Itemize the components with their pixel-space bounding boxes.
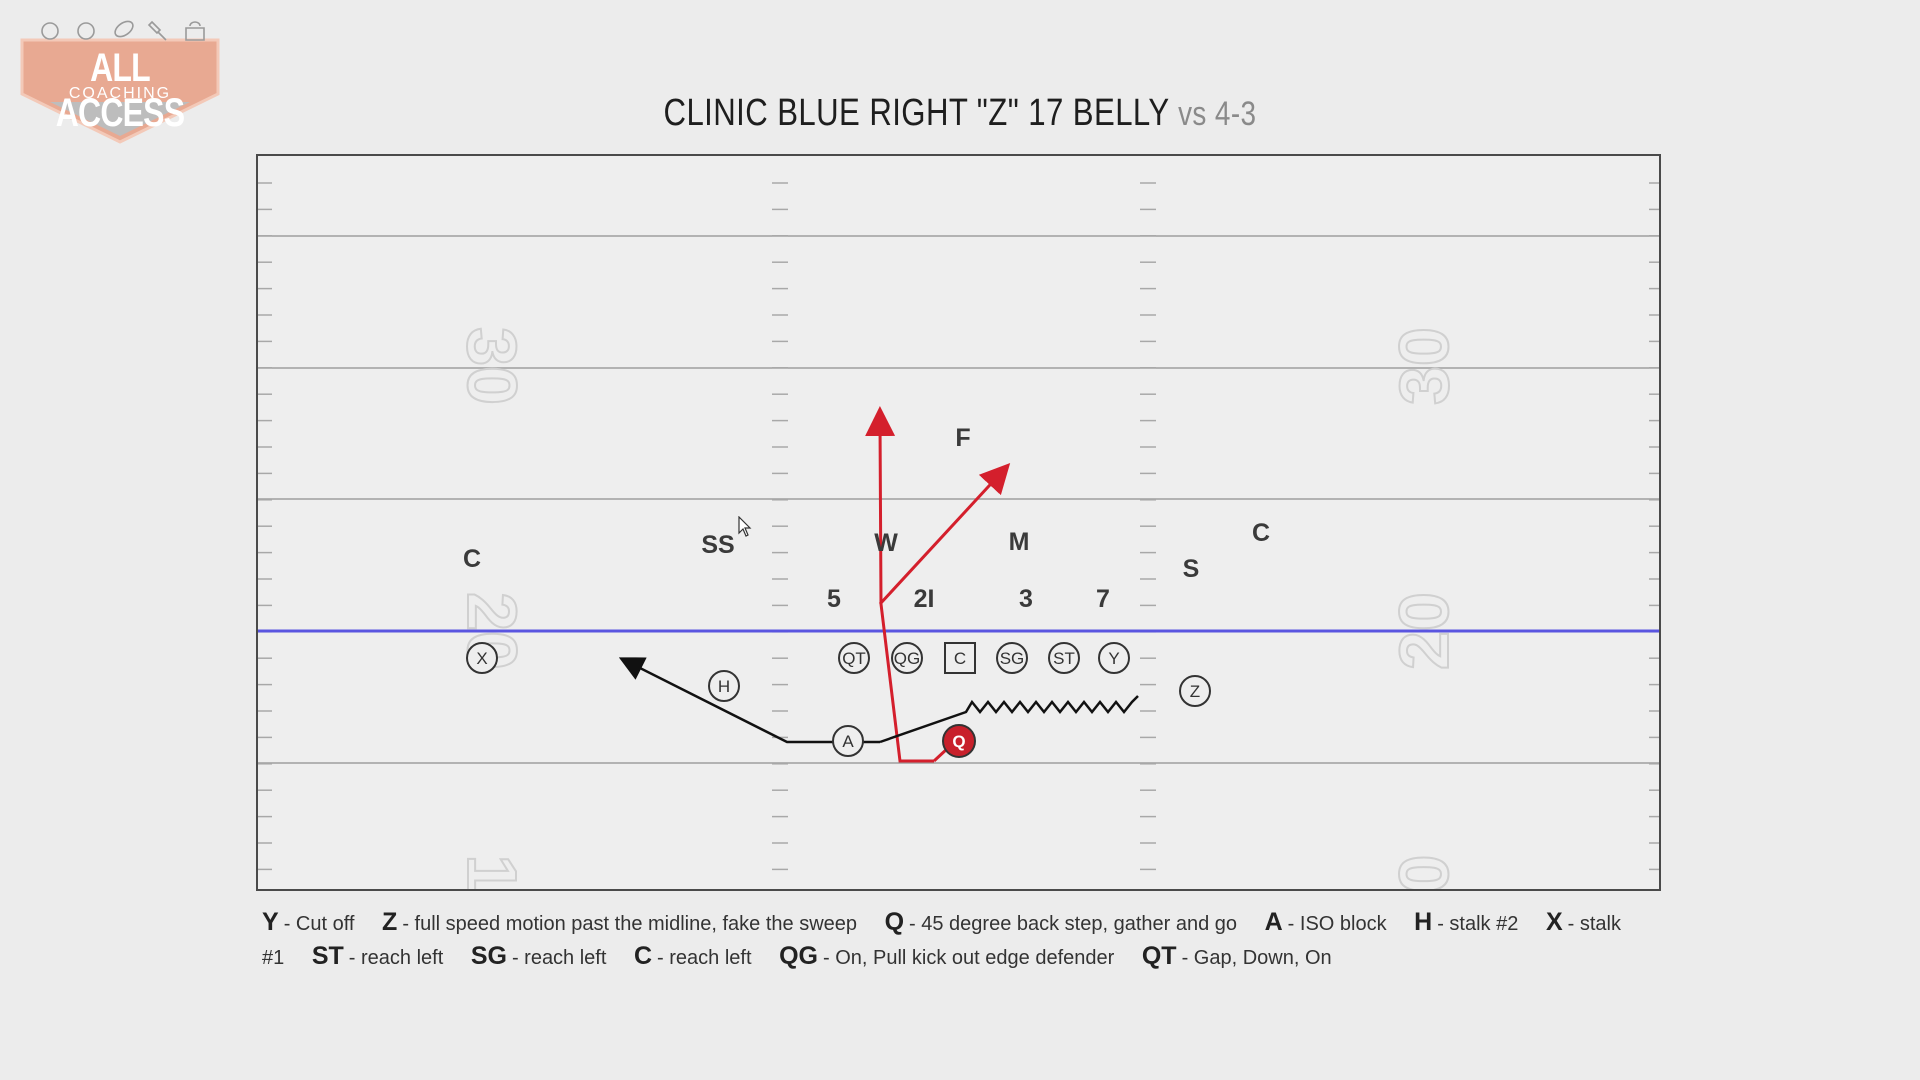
- svg-text:Z: Z: [1190, 682, 1200, 701]
- volleyball-icon: [77, 22, 95, 40]
- legend-entry-c: C- reach left: [633, 942, 752, 970]
- legend-entry-qt: QT - Gap, Down, On: [1141, 942, 1332, 970]
- def-c-left: C: [463, 545, 481, 573]
- def-7: 7: [1096, 585, 1110, 613]
- football-field: 30 20 1 30 20 0 C SS W F M C S 5: [256, 154, 1661, 891]
- defense-players: C SS W F M C S 5 2I 3 7: [463, 424, 1270, 613]
- yard-number-left-bottom: 1: [453, 855, 531, 891]
- def-w: W: [874, 529, 898, 557]
- off-qt: QT: [838, 642, 870, 674]
- legend-entry-z: Z- full speed motion past the midline, f…: [382, 908, 858, 936]
- black-routes: [618, 657, 1139, 744]
- logo-sport-icons: [41, 20, 205, 41]
- hash-marks: [258, 182, 1659, 871]
- legend-entry-st: ST - reach left: [311, 942, 444, 970]
- f-route: [878, 462, 1011, 606]
- def-c-right: C: [1252, 519, 1270, 547]
- svg-text:C: C: [954, 649, 966, 668]
- svg-text:SG: SG: [1000, 649, 1025, 668]
- off-qg: QG: [891, 642, 923, 674]
- off-sg: SG: [996, 642, 1028, 674]
- legend-entry-h: H- stalk #2: [1414, 908, 1519, 936]
- lacrosse-icon: [147, 20, 167, 41]
- off-st: ST: [1048, 642, 1080, 674]
- play-defense-front: vs 4-3: [1178, 95, 1257, 133]
- def-5: 5: [827, 585, 841, 613]
- all-access-coaching-logo: ALL ACCESS COACHING: [20, 10, 220, 145]
- logo-subtitle: COACHING: [68, 85, 172, 102]
- yard-number-left-top: 30: [453, 327, 531, 405]
- def-ss: SS: [701, 531, 734, 559]
- svg-text:Y: Y: [1108, 649, 1119, 668]
- legend-entry-qg: QG - On, Pull kick out edge defender: [779, 942, 1115, 970]
- logo-title: ALL ACCESS: [55, 46, 185, 135]
- off-x: X: [466, 642, 498, 674]
- play-name: CLINIC BLUE RIGHT "Z" 17 BELLY: [663, 92, 1169, 134]
- legend-entry-a: A- ISO block: [1264, 908, 1387, 936]
- off-z: Z: [1179, 675, 1211, 707]
- def-s: S: [1183, 555, 1200, 583]
- off-q: Q: [942, 724, 976, 758]
- off-c: C: [944, 642, 976, 674]
- play-title: CLINIC BLUE RIGHT "Z" 17 BELLY vs 4-3: [173, 92, 1747, 135]
- svg-text:ST: ST: [1053, 649, 1075, 668]
- legend-entry-q: Q- 45 degree back step, gather and go: [884, 908, 1238, 936]
- off-h: H: [708, 670, 740, 702]
- offense-players: X H QT QG C SG ST Y Z A Q: [466, 642, 1211, 758]
- legend-entry-y: Y- Cut off: [262, 908, 355, 936]
- off-y: Y: [1098, 642, 1130, 674]
- off-a: A: [832, 725, 864, 757]
- svg-text:X: X: [476, 649, 487, 668]
- play-diagram: 30 20 1 30 20 0 C SS W F M C S 5: [258, 182, 1659, 891]
- def-2i: 2I: [914, 585, 935, 613]
- legend-entry-x: X- stalk #1: [262, 908, 1621, 969]
- logo-shield: [20, 38, 220, 144]
- svg-text:QG: QG: [894, 649, 920, 668]
- assignment-legend: Y- Cut off Z- full speed motion past the…: [262, 906, 1662, 974]
- q-route: [865, 406, 934, 763]
- kettlebell-icon: [185, 21, 205, 41]
- yard-numbers: 30 20 1 30 20 0: [452, 326, 1464, 891]
- svg-text:A: A: [842, 732, 854, 751]
- legend-entry-sg: SG - reach left: [470, 942, 607, 970]
- mouse-cursor-icon: [738, 516, 752, 537]
- baseball-icon: [41, 22, 59, 40]
- football-icon: [114, 20, 134, 38]
- yard-number-right-top: 30: [1385, 327, 1463, 405]
- yard-number-right-bottom: 0: [1385, 855, 1463, 891]
- yard-lines: [258, 235, 1659, 764]
- svg-text:H: H: [718, 677, 730, 696]
- svg-text:QT: QT: [842, 649, 866, 668]
- svg-text:Q: Q: [952, 732, 965, 751]
- z-motion-route: [879, 695, 1139, 744]
- def-3: 3: [1019, 585, 1033, 613]
- def-m: M: [1009, 528, 1030, 556]
- def-f: F: [955, 424, 970, 452]
